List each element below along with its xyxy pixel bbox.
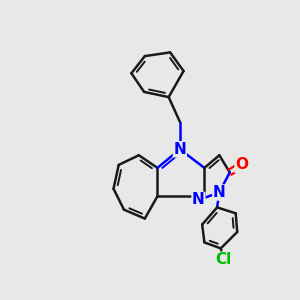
Text: O: O — [235, 158, 248, 172]
Text: Cl: Cl — [215, 252, 231, 267]
Text: N: N — [213, 185, 226, 200]
Text: N: N — [192, 192, 205, 207]
Text: N: N — [173, 142, 186, 157]
